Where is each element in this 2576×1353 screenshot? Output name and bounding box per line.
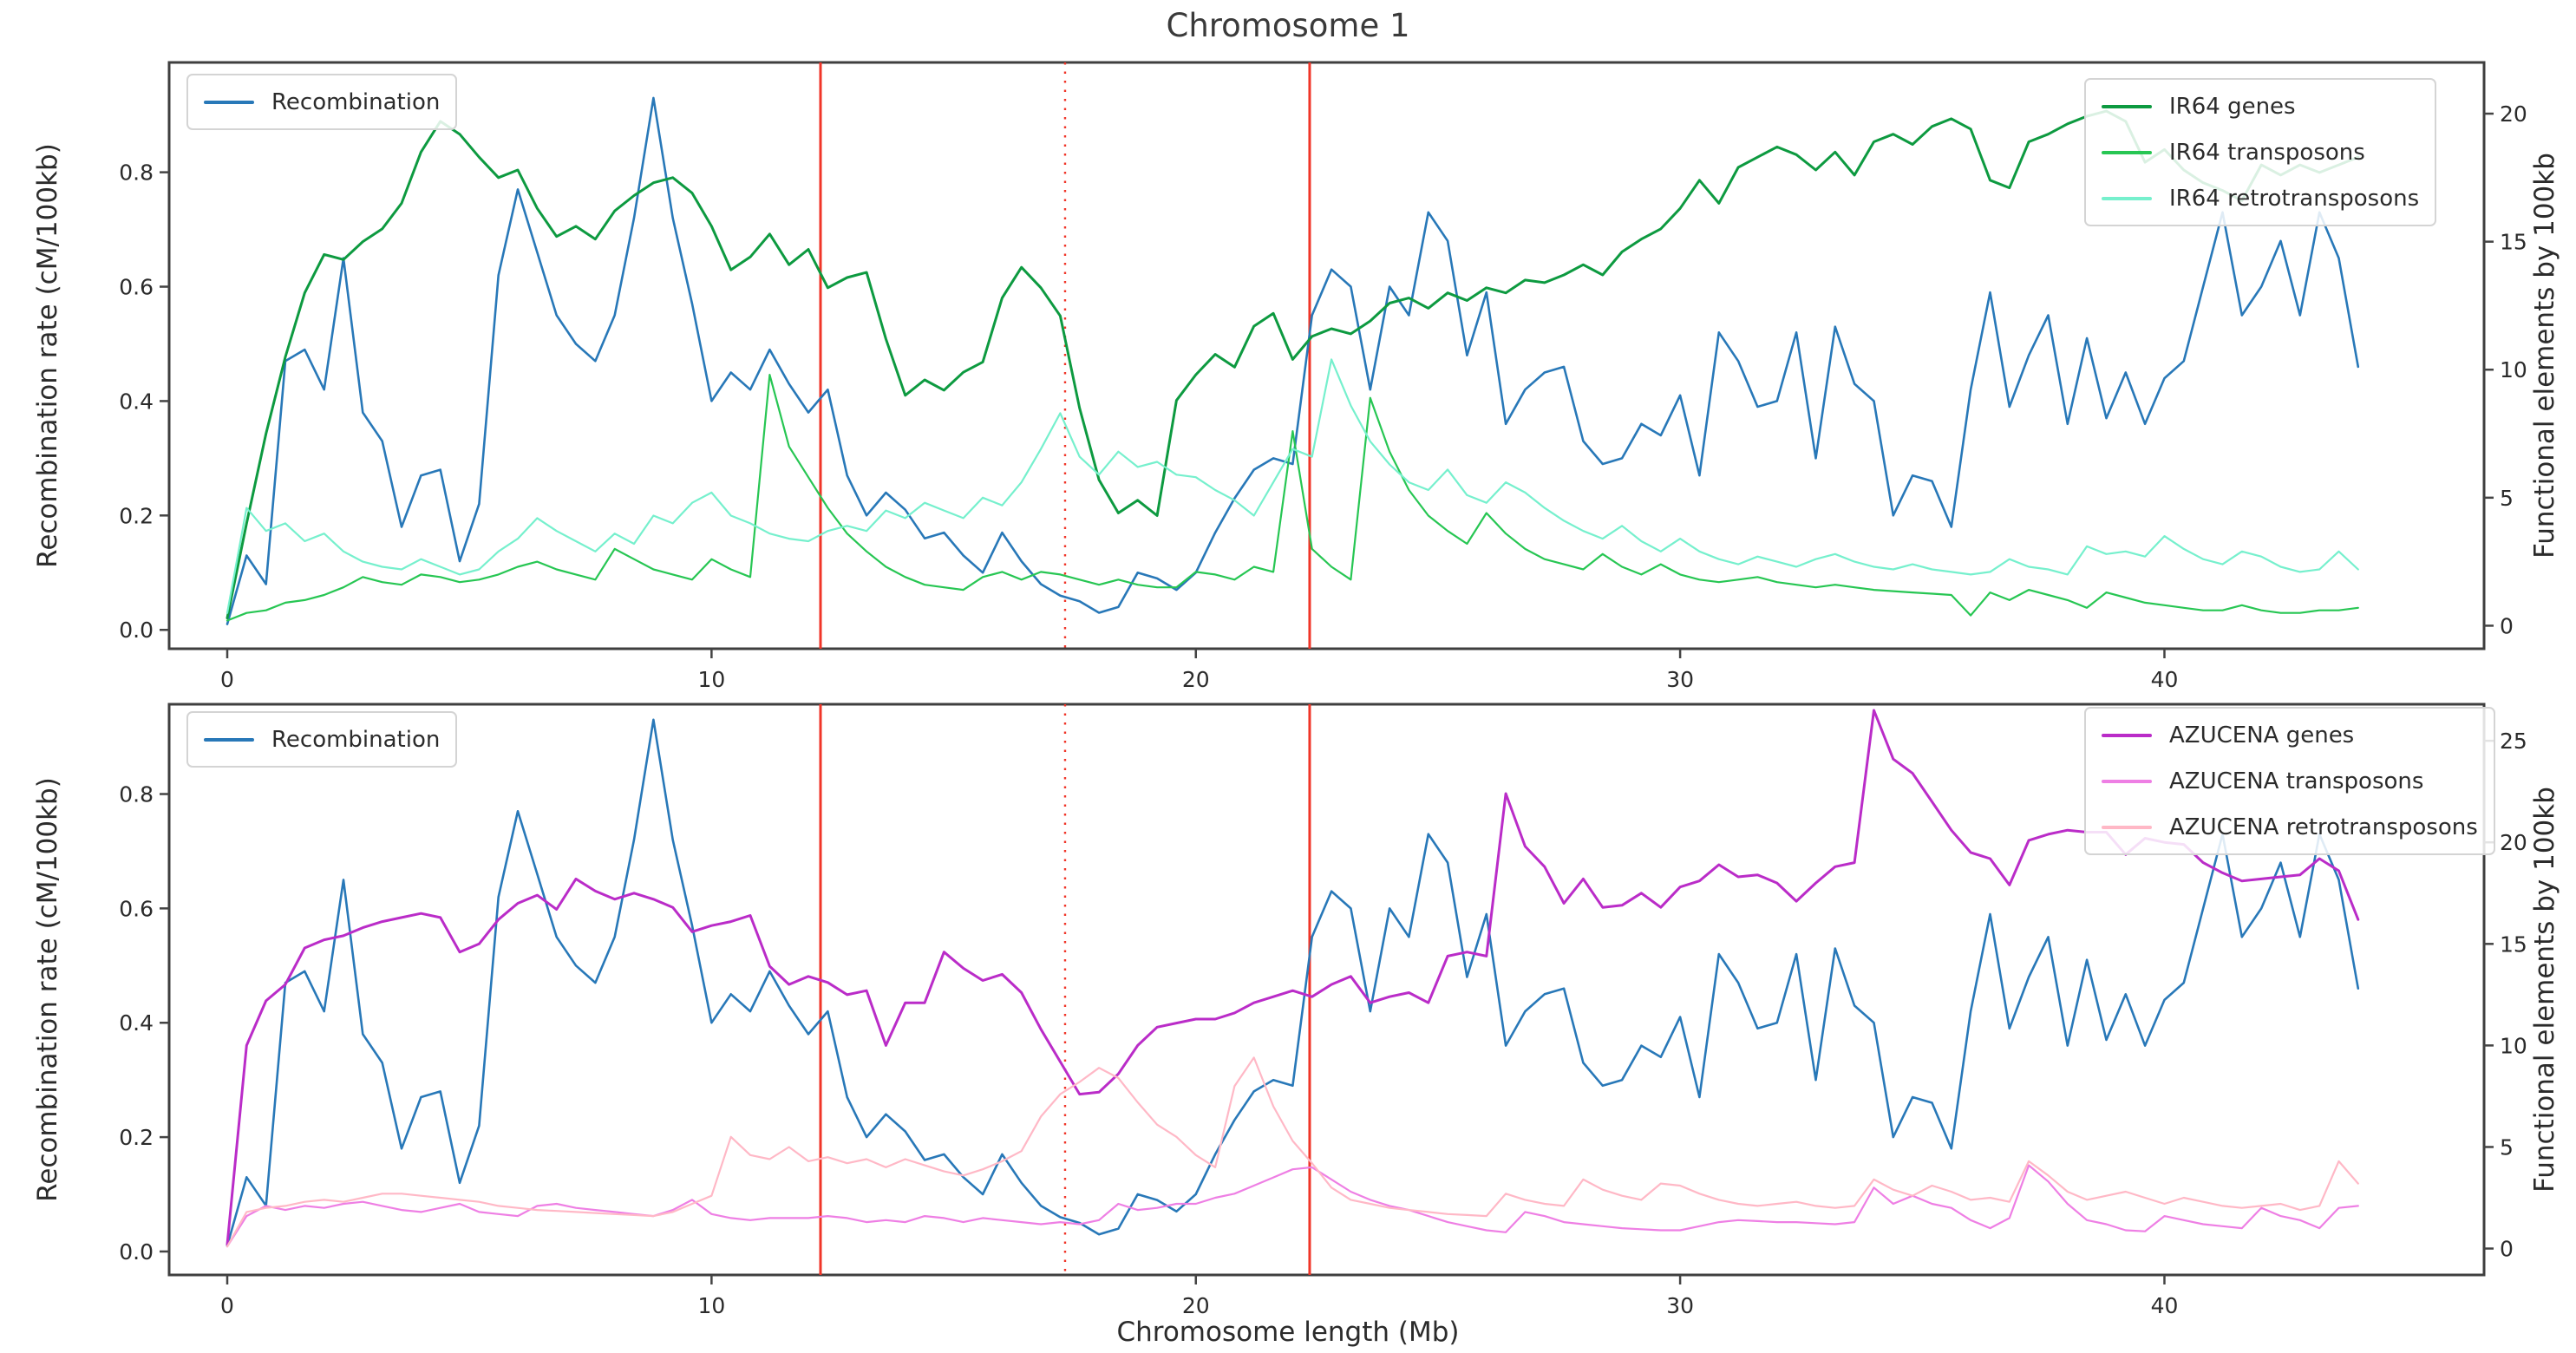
y-left-tick-label: 0.6 — [119, 896, 154, 921]
series-ir64-genes-top — [226, 109, 2360, 620]
legend-label: IR64 transposons — [2169, 139, 2365, 166]
panel-frame-bottom — [167, 703, 2486, 1277]
y-right-tick-label: 5 — [2500, 1134, 2514, 1160]
legend-label: AZUCENA transposons — [2169, 768, 2424, 794]
series-recombination-bottom — [226, 718, 2360, 1247]
y-right-tick-label: 0 — [2500, 613, 2514, 638]
y-left-tick-label: 0.4 — [119, 389, 154, 414]
y-right-tick-label: 20 — [2500, 830, 2527, 855]
x-tick-label: 30 — [1666, 667, 1694, 692]
legend-ir64: IR64 genes IR64 transposons IR64 retrotr… — [2084, 78, 2437, 226]
legend-label: IR64 genes — [2169, 93, 2296, 120]
x-tick-label: 30 — [1666, 1293, 1694, 1318]
y-left-tick-label: 0.0 — [119, 618, 154, 643]
y-right-tick-label: 15 — [2500, 931, 2527, 957]
x-axis-label: Chromosome length (Mb) — [1116, 1317, 1460, 1348]
x-tick-label: 10 — [697, 667, 725, 692]
y-right-tick-label: 10 — [2500, 357, 2527, 382]
y-left-tick-label: 0.8 — [119, 782, 154, 807]
legend-label: Recombination — [271, 726, 441, 753]
x-tick-label: 20 — [1182, 667, 1210, 692]
y-right-tick-label: 25 — [2500, 729, 2527, 754]
x-tick-label: 40 — [2151, 667, 2179, 692]
legend-line-swatch — [204, 737, 254, 742]
y-right-tick-label: 15 — [2500, 230, 2527, 255]
series-ir64-transposons-top — [226, 374, 2359, 622]
y-left-tick-label: 0.0 — [119, 1239, 154, 1265]
legend-label: AZUCENA genes — [2169, 722, 2355, 748]
y-left-tick-label: 0.4 — [119, 1010, 154, 1036]
y-axis-label-right-top: Functional elements by 100kb — [2529, 153, 2560, 559]
y-left-tick-label: 0.2 — [119, 503, 154, 528]
legend-line-swatch — [2102, 104, 2152, 108]
legend-item: Recombination — [204, 716, 440, 762]
legend-item: AZUCENA genes — [2102, 712, 2478, 758]
legend-item: AZUCENA transposons — [2102, 758, 2478, 804]
x-tick-label: 20 — [1182, 1293, 1210, 1318]
series-azucena-transposons-bottom — [226, 1164, 2359, 1248]
series-azucena-retrotransposons-bottom — [226, 1056, 2359, 1248]
legend-item: AZUCENA retrotransposons — [2102, 804, 2478, 850]
legend-line-swatch — [2102, 150, 2152, 154]
y-left-tick-label: 0.6 — [119, 275, 154, 300]
x-tick-label: 0 — [220, 667, 234, 692]
legend-item: IR64 retrotransposons — [2102, 175, 2419, 221]
y-left-tick-label: 0.8 — [119, 160, 154, 186]
legend-line-swatch — [2102, 825, 2152, 829]
legend-label: AZUCENA retrotransposons — [2169, 814, 2478, 840]
y-axis-label-right-bottom: Functional elements by 100kb — [2529, 787, 2560, 1193]
y-left-tick-label: 0.2 — [119, 1125, 154, 1150]
legend-line-swatch — [2102, 196, 2152, 200]
legend-line-swatch — [204, 100, 254, 104]
x-tick-label: 10 — [697, 1293, 725, 1318]
panel-frame-top — [167, 61, 2486, 650]
legend-item: IR64 genes — [2102, 83, 2419, 129]
x-tick-label: 40 — [2151, 1293, 2179, 1318]
y-right-tick-label: 10 — [2500, 1033, 2527, 1058]
legend-item: IR64 transposons — [2102, 129, 2419, 175]
x-tick-label: 0 — [220, 1293, 234, 1318]
series-azucena-genes-bottom — [226, 709, 2360, 1246]
legend-line-swatch — [2102, 733, 2152, 737]
legend-item: Recombination — [204, 79, 440, 125]
legend-label: Recombination — [271, 88, 441, 115]
series-recombination-top — [226, 96, 2360, 625]
legend-line-swatch — [2102, 779, 2152, 783]
figure-title: Chromosome 1 — [1166, 7, 1410, 44]
y-axis-label-left-top: Recombination rate (cM/100kb) — [32, 143, 63, 568]
legend-azucena: AZUCENA genes AZUCENA transposons AZUCEN… — [2084, 707, 2495, 855]
series-ir64-retrotransposons-top — [226, 358, 2359, 614]
legend-label: IR64 retrotransposons — [2169, 185, 2420, 212]
y-axis-label-left-bottom: Recombination rate (cM/100kb) — [32, 777, 63, 1202]
y-right-tick-label: 0 — [2500, 1237, 2514, 1262]
y-right-tick-label: 20 — [2500, 101, 2527, 127]
legend-recombination-bottom: Recombination — [186, 711, 458, 768]
y-right-tick-label: 5 — [2500, 486, 2514, 511]
legend-recombination-top: Recombination — [186, 74, 458, 130]
